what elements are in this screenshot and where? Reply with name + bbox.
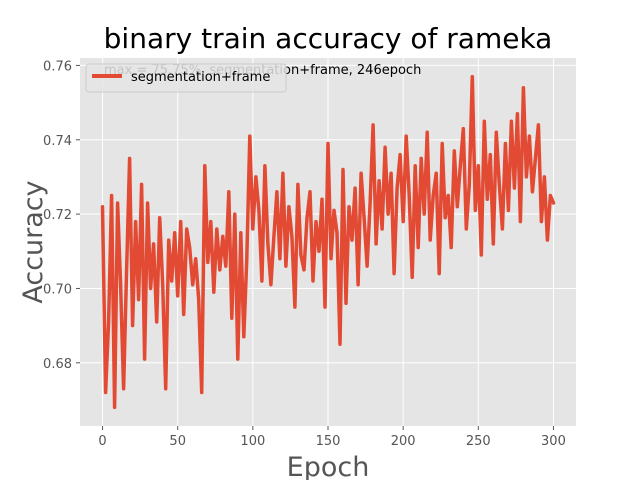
- y-tick-label: 0.72: [43, 208, 72, 223]
- legend: segmentation+frame: [85, 63, 287, 93]
- x-tick-label: 200: [391, 434, 416, 449]
- axis-ticks: 0 50 100 150 200 250 300 0.68 0.70 0.72 0.74 0.76: [43, 59, 566, 449]
- chart-title: binary train accuracy of rameka: [104, 22, 553, 55]
- y-tick-label: 0.70: [43, 282, 72, 297]
- y-tick-label: 0.76: [43, 59, 72, 74]
- legend-label: segmentation+frame: [131, 70, 270, 85]
- x-tick-label: 150: [316, 434, 341, 449]
- series-layer: [100, 74, 556, 410]
- series-line: [100, 74, 556, 410]
- y-tick-label: 0.74: [43, 134, 72, 149]
- y-axis-label: Accuracy: [18, 180, 49, 303]
- y-tick-label: 0.68: [43, 357, 72, 372]
- x-axis-label: Epoch: [287, 452, 370, 480]
- x-tick-label: 0: [98, 434, 106, 449]
- x-tick-label: 50: [169, 434, 186, 449]
- x-tick-label: 300: [541, 434, 566, 449]
- legend-box: [85, 63, 287, 93]
- x-tick-label: 250: [466, 434, 491, 449]
- x-tick-label: 100: [240, 434, 265, 449]
